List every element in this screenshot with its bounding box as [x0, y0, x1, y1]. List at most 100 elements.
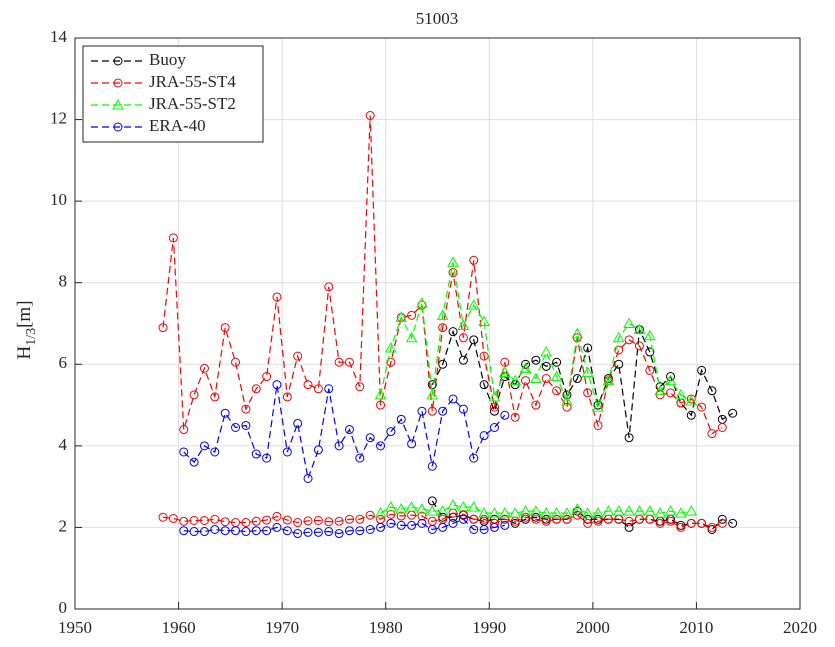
y-tick-label: 14	[50, 27, 68, 46]
marker	[272, 511, 282, 521]
marker	[469, 453, 479, 463]
marker	[427, 524, 437, 534]
marker	[614, 359, 624, 369]
marker	[479, 524, 489, 534]
marker	[416, 503, 428, 514]
marker	[385, 341, 397, 353]
marker	[643, 329, 656, 341]
marker	[593, 420, 603, 430]
x-tick-label: 2010	[679, 618, 713, 637]
marker	[405, 501, 418, 512]
marker	[509, 374, 522, 386]
marker	[624, 522, 634, 532]
marker	[624, 335, 634, 345]
marker	[251, 449, 261, 459]
marker	[592, 401, 604, 412]
series-line	[162, 115, 723, 435]
marker	[438, 323, 448, 333]
marker	[458, 514, 468, 524]
marker	[469, 255, 479, 265]
marker	[365, 110, 375, 120]
marker	[112, 98, 124, 110]
marker	[581, 366, 594, 377]
marker	[374, 388, 387, 400]
marker	[282, 392, 292, 402]
marker	[427, 496, 437, 506]
marker	[728, 518, 738, 528]
marker	[427, 380, 437, 390]
marker	[189, 515, 199, 525]
marker	[521, 376, 531, 386]
marker	[624, 516, 634, 526]
marker	[324, 517, 334, 527]
marker	[707, 522, 717, 532]
marker	[365, 524, 375, 534]
marker	[158, 323, 168, 333]
x-tick-label: 1960	[162, 618, 196, 637]
marker	[448, 518, 458, 528]
marker	[427, 461, 437, 471]
marker	[251, 526, 261, 536]
marker	[634, 341, 644, 351]
marker	[282, 447, 292, 457]
marker	[168, 513, 178, 523]
marker	[458, 404, 468, 414]
marker	[220, 517, 230, 527]
marker	[396, 414, 406, 424]
y-label-unit: [m]	[14, 300, 35, 327]
marker	[113, 122, 123, 132]
marker	[531, 355, 541, 365]
series-line	[431, 327, 733, 438]
x-tick-label: 2000	[576, 618, 610, 637]
marker	[324, 282, 334, 292]
marker	[593, 400, 603, 410]
marker	[686, 394, 696, 404]
marker	[717, 518, 727, 528]
marker	[488, 507, 501, 518]
marker	[303, 527, 313, 537]
marker	[458, 333, 468, 343]
marker	[262, 515, 272, 525]
marker	[550, 370, 563, 382]
marker	[231, 526, 241, 536]
marker	[623, 505, 635, 516]
marker	[272, 522, 282, 532]
marker	[602, 374, 615, 386]
marker	[426, 388, 439, 400]
marker	[583, 518, 593, 528]
marker	[488, 390, 501, 402]
marker	[458, 355, 468, 365]
y-tick-label: 12	[50, 108, 67, 127]
legend-label: Buoy	[149, 50, 186, 69]
marker	[438, 522, 448, 532]
marker	[199, 363, 209, 373]
marker	[623, 317, 635, 328]
marker	[436, 505, 449, 516]
marker	[199, 441, 209, 451]
marker	[417, 518, 427, 528]
marker	[697, 402, 707, 412]
marker	[645, 347, 655, 357]
marker	[697, 365, 707, 375]
series-line	[183, 384, 506, 481]
marker	[479, 380, 489, 390]
marker	[675, 507, 687, 518]
marker	[457, 501, 470, 512]
marker	[469, 524, 479, 534]
marker	[407, 310, 417, 320]
marker	[313, 515, 323, 525]
marker	[550, 507, 563, 518]
marker	[489, 423, 499, 433]
x-tick-label: 2020	[783, 618, 817, 637]
marker	[407, 439, 417, 449]
marker	[355, 514, 365, 524]
marker	[469, 335, 479, 345]
marker	[500, 520, 510, 530]
marker	[313, 384, 323, 394]
marker	[562, 390, 572, 400]
marker	[344, 425, 354, 435]
x-tick-label: 1990	[472, 618, 506, 637]
marker	[396, 520, 406, 530]
marker	[675, 388, 687, 400]
x-tick-label: 1950	[58, 618, 92, 637]
